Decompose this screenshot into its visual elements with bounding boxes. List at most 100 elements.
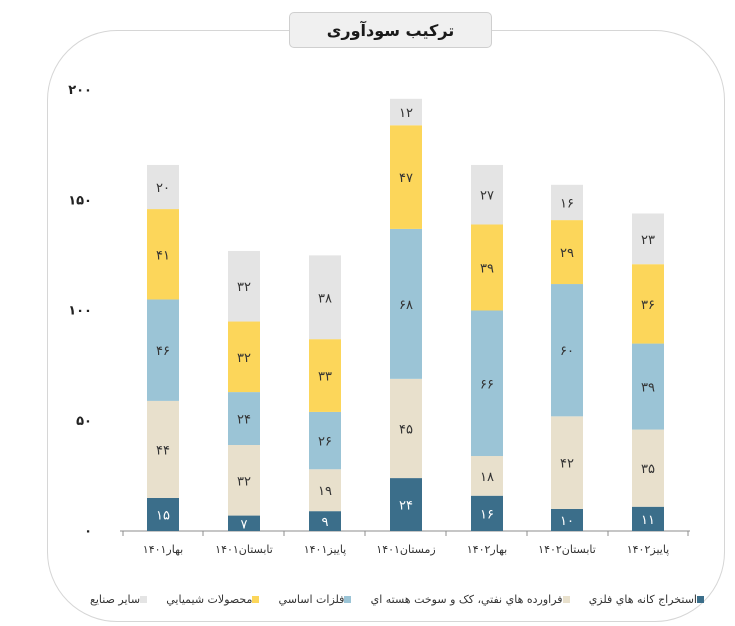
bar-segment <box>309 469 341 512</box>
bar-data-label: ۳۶ <box>641 298 655 313</box>
bar-data-label: ۲۴ <box>399 499 413 514</box>
legend-label: محصولات شيميايي <box>166 592 253 606</box>
bar-data-label: ۱۲ <box>399 106 413 121</box>
bar-data-label: ۲۹ <box>560 246 574 261</box>
bar-data-label: ۶۶ <box>480 377 494 392</box>
bar-data-label: ۲۷ <box>480 189 494 204</box>
bar-data-label: ۳۹ <box>480 262 494 277</box>
bar-segment <box>147 209 179 300</box>
bar-segment <box>147 299 179 401</box>
legend-label: استخراج کانه هاي فلزي <box>588 592 697 606</box>
bar-data-label: ۳۲ <box>237 351 251 366</box>
bar-segment <box>147 400 179 498</box>
bar-segment <box>390 125 422 229</box>
bar-data-label: ۷ <box>241 517 248 532</box>
bar-segment <box>632 213 664 265</box>
legend-swatch <box>697 595 704 603</box>
bar-segment <box>632 429 664 507</box>
bar-segment <box>632 506 664 531</box>
bar-data-label: ۳۸ <box>318 291 332 306</box>
legend-label: ساير صنايع <box>90 592 141 606</box>
legend-swatch <box>252 595 260 603</box>
y-tick-label: ۵۰ <box>76 414 92 429</box>
bar-data-label: ۶۰ <box>560 344 574 359</box>
bar-segment <box>309 511 341 531</box>
bar-data-label: ۱۸ <box>480 470 494 485</box>
bar-segment <box>147 497 179 531</box>
bar-data-label: ۱۰ <box>560 514 574 529</box>
bar-data-label: ۲۶ <box>318 435 332 450</box>
bar-data-label: ۲۰ <box>156 181 170 196</box>
bar-segment <box>551 416 583 509</box>
bar-data-label: ۱۵ <box>156 508 170 523</box>
y-tick-label: ۱۵۰ <box>68 193 92 208</box>
bar-data-label: ۱۱ <box>641 513 655 528</box>
bar-segment <box>551 284 583 417</box>
bar-segment <box>551 184 583 221</box>
bar-data-label: ۴۶ <box>156 344 170 359</box>
bar-data-label: ۲۴ <box>237 413 251 428</box>
bar-data-label: ۲۳ <box>641 233 655 248</box>
y-tick-label: ۱۰۰ <box>68 304 92 319</box>
bar-data-label: ۶۸ <box>399 298 413 313</box>
bar-segment <box>309 411 341 470</box>
bar-segment <box>471 310 503 457</box>
bar-data-label: ۳۵ <box>641 462 655 477</box>
legend-label: فراورده هاي نفتي، كک و سوخت هسته اي <box>370 592 563 606</box>
bar-data-label: ۳۹ <box>641 381 655 396</box>
bar-segment <box>471 495 503 531</box>
legend-item: استخراج کانه هاي فلزي <box>589 593 710 606</box>
bar-data-label: ۳۲ <box>237 474 251 489</box>
bar-segment <box>551 220 583 285</box>
bar-segment <box>228 250 260 322</box>
bar-data-label: ۱۶ <box>480 507 494 522</box>
bar-data-label: ۴۱ <box>156 248 170 263</box>
bar-segment <box>390 98 422 126</box>
legend-label: فلزات اساسي <box>278 592 345 606</box>
x-category-label: بهار۱۴۰۲ <box>467 543 507 556</box>
bar-data-label: ۱۹ <box>318 484 332 499</box>
legend-swatch <box>140 595 148 603</box>
bar-segment <box>147 164 179 210</box>
legend-item: محصولات شيميايي <box>166 593 265 606</box>
bar-segment <box>551 508 583 531</box>
x-category-label: پاییز۱۴۰۲ <box>627 543 670 556</box>
bar-segment <box>390 378 422 479</box>
legend-swatch <box>562 595 570 603</box>
bar-data-label: ۱۶ <box>560 196 574 211</box>
bar-segment <box>390 478 422 531</box>
bar-data-label: ۳۳ <box>318 370 332 385</box>
bar-segment <box>228 392 260 446</box>
bar-data-label: ۴۵ <box>399 422 413 437</box>
bar-data-label: ۳۲ <box>237 280 251 295</box>
bar-data-label: ۹ <box>322 515 329 530</box>
bar-segment <box>309 255 341 340</box>
bar-segment <box>309 339 341 412</box>
bar-segment <box>471 164 503 225</box>
bar-data-label: ۴۴ <box>156 443 170 458</box>
legend-item: فلزات اساسي <box>279 593 358 606</box>
bar-segment <box>228 445 260 516</box>
bar-segment <box>471 224 503 311</box>
bar-segment <box>390 228 422 379</box>
legend-item: فراورده هاي نفتي، كک و سوخت هسته اي <box>371 593 576 606</box>
x-category-label: بهار۱۴۰۱ <box>143 543 183 556</box>
chart-legend: ساير صنايع محصولات شيميايي فلزات اساسي فراو… <box>90 588 710 610</box>
x-category-label: تابستان۱۴۰۲ <box>538 543 596 556</box>
legend-swatch <box>344 595 352 603</box>
y-tick-label: ۰ <box>84 524 92 539</box>
bar-data-label: ۴۲ <box>560 457 574 472</box>
x-category-label: زمستان۱۴۰۱ <box>376 543 435 556</box>
legend-item: ساير صنايع <box>90 593 153 606</box>
bar-data-label: ۴۷ <box>399 171 413 186</box>
bar-segment <box>228 515 260 531</box>
x-category-label: تابستان۱۴۰۱ <box>215 543 273 556</box>
bar-segment <box>632 343 664 430</box>
y-tick-label: ۲۰۰ <box>68 83 92 98</box>
x-category-label: پاییز۱۴۰۱ <box>304 543 347 556</box>
bar-segment <box>632 264 664 344</box>
bar-segment <box>228 321 260 393</box>
bar-segment <box>471 456 503 496</box>
chart-title: ترکیب سودآوری <box>289 12 492 48</box>
